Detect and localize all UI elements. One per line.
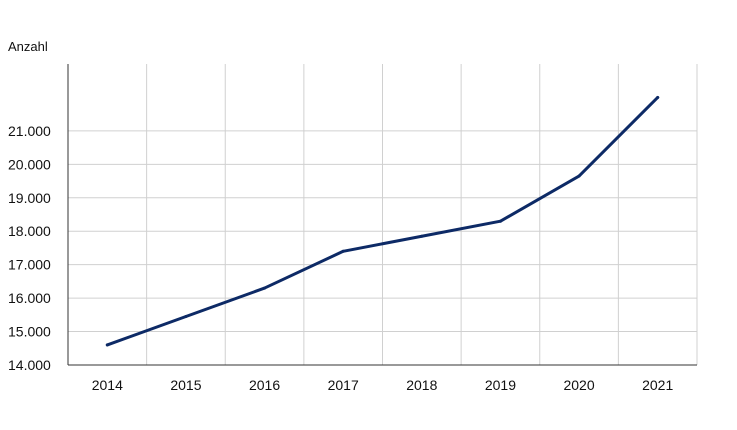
x-axis-ticks: 2014 2015 2016 2017 2018 2019 2020 2021 bbox=[92, 377, 674, 393]
y-tick-label: 18.000 bbox=[8, 223, 51, 239]
data-point bbox=[420, 234, 424, 238]
y-axis-title: Anzahl bbox=[8, 39, 48, 54]
series-line bbox=[105, 95, 660, 347]
x-tick-label: 2018 bbox=[406, 377, 437, 393]
y-tick-label: 15.000 bbox=[8, 324, 51, 340]
axes bbox=[67, 64, 697, 366]
gridlines bbox=[67, 64, 698, 365]
x-tick-label: 2015 bbox=[170, 377, 201, 393]
y-tick-label: 17.000 bbox=[8, 257, 51, 273]
data-point bbox=[656, 95, 660, 99]
data-point bbox=[341, 249, 345, 253]
x-tick-label: 2016 bbox=[249, 377, 280, 393]
x-tick-label: 2019 bbox=[485, 377, 516, 393]
series-layer bbox=[105, 95, 660, 347]
x-tick-label: 2021 bbox=[642, 377, 673, 393]
x-tick-label: 2017 bbox=[328, 377, 359, 393]
y-tick-label: 20.000 bbox=[8, 156, 51, 172]
data-point bbox=[577, 174, 581, 178]
y-tick-label: 19.000 bbox=[8, 190, 51, 206]
data-point bbox=[105, 343, 109, 347]
data-point bbox=[498, 219, 502, 223]
y-tick-label: 21.000 bbox=[8, 123, 51, 139]
x-tick-label: 2020 bbox=[563, 377, 594, 393]
data-point bbox=[184, 315, 188, 319]
data-point bbox=[263, 286, 267, 290]
y-axis-ticks: 14.000 15.000 16.000 17.000 18.000 19.000 20.0… bbox=[8, 123, 51, 373]
y-tick-label: 14.000 bbox=[8, 357, 51, 373]
y-tick-label: 16.000 bbox=[8, 290, 51, 306]
x-tick-label: 2014 bbox=[92, 377, 123, 393]
